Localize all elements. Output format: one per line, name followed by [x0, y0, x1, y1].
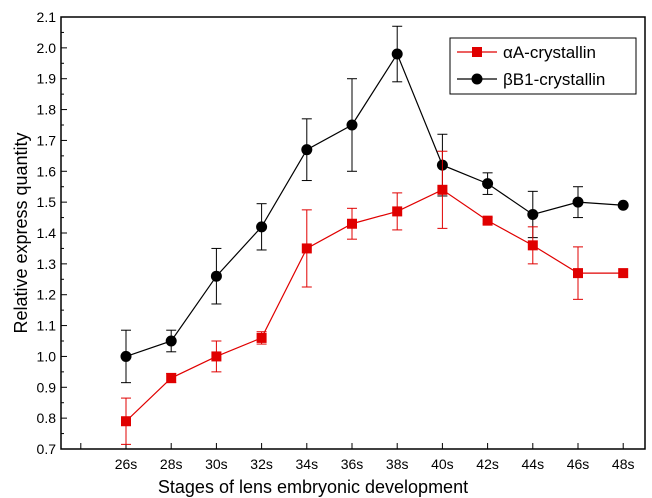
data-point — [166, 373, 177, 384]
data-point — [346, 119, 358, 131]
y-tick-label: 1.3 — [37, 256, 57, 272]
legend: αA-crystallin βB1-crystallin — [449, 37, 637, 95]
data-point — [392, 206, 403, 217]
legend-marker — [472, 47, 482, 57]
data-point — [347, 218, 357, 229]
data-point — [618, 268, 629, 279]
data-point — [527, 208, 539, 220]
x-tick-label: 46s — [567, 456, 590, 472]
x-tick-label: 40s — [431, 456, 454, 472]
y-tick-label: 1.4 — [37, 225, 57, 241]
data-point — [301, 144, 313, 156]
data-point — [210, 270, 222, 282]
data-point — [617, 199, 629, 211]
y-tick-label: 0.9 — [37, 379, 57, 395]
y-tick-label: 2.1 — [37, 9, 57, 25]
data-point — [482, 178, 494, 190]
axes-ticks: 0.7 0.8 0.9 1.0 1.1 1.2 1.3 1.4 1.5 1.6 1.7 1.8 1.9 2… — [37, 9, 635, 472]
x-tick-label: 44s — [522, 456, 545, 472]
y-tick-label: 1.0 — [37, 348, 57, 364]
data-point — [573, 268, 583, 279]
legend-label: αA-crystallin — [503, 43, 596, 62]
data-point — [211, 351, 222, 362]
y-tick-label: 2.0 — [37, 40, 57, 56]
y-tick-label: 1.1 — [37, 318, 57, 334]
y-tick-label: 1.2 — [37, 287, 57, 303]
series-0 — [121, 150, 629, 445]
x-tick-label: 34s — [296, 456, 319, 472]
data-point — [301, 243, 312, 254]
x-tick-label: 30s — [205, 456, 228, 472]
x-tick-label: 42s — [476, 456, 499, 472]
data-point — [527, 240, 538, 251]
x-tick-label: 38s — [386, 456, 409, 472]
data-point — [165, 335, 177, 347]
y-tick-label: 1.6 — [37, 163, 57, 179]
x-axis-title: Stages of lens embryonic development — [158, 477, 468, 497]
data-point — [391, 48, 403, 60]
data-point — [437, 184, 448, 195]
data-point — [120, 350, 132, 362]
x-tick-label: 28s — [160, 456, 183, 472]
y-tick-label: 1.9 — [37, 71, 57, 87]
series-1 — [120, 25, 629, 384]
y-axis-title: Relative express quantity — [11, 132, 31, 333]
legend-marker — [471, 73, 483, 85]
data-point — [121, 416, 131, 427]
legend-label: βB1-crystallin — [503, 70, 605, 89]
data-point — [256, 221, 268, 233]
y-tick-label: 0.8 — [37, 410, 57, 426]
legend-items: αA-crystallin βB1-crystallin — [457, 43, 605, 89]
x-tick-label: 32s — [250, 456, 273, 472]
series-line — [125, 189, 624, 422]
series-group — [120, 25, 629, 445]
data-point — [482, 215, 493, 226]
x-tick-label: 36s — [341, 456, 364, 472]
x-tick-label: 26s — [115, 456, 138, 472]
data-point — [572, 196, 584, 208]
data-point — [256, 332, 267, 343]
series-line — [125, 52, 624, 357]
y-tick-label: 1.8 — [37, 102, 57, 118]
y-tick-label: 1.5 — [37, 194, 57, 210]
x-tick-label: 48s — [612, 456, 635, 472]
y-tick-label: 1.7 — [37, 132, 57, 148]
y-tick-label: 0.7 — [37, 441, 57, 457]
